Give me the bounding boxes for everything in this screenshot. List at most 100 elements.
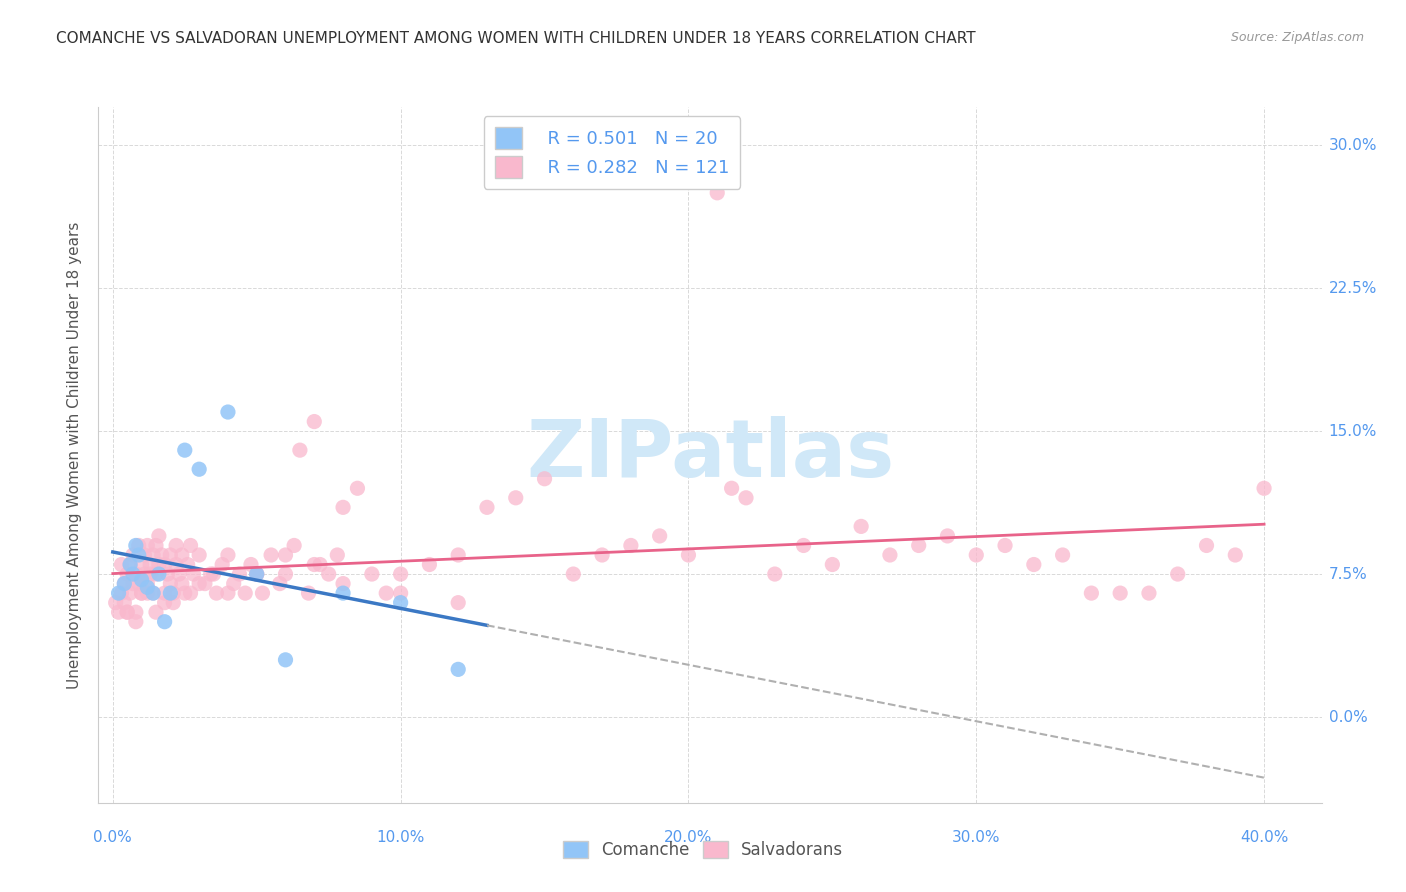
Text: 7.5%: 7.5%: [1329, 566, 1368, 582]
Point: [148, 558, 170, 572]
Point: [418, 558, 440, 572]
Point: [994, 539, 1017, 553]
Point: [332, 576, 354, 591]
Point: [375, 586, 398, 600]
Point: [389, 586, 412, 600]
Point: [1195, 539, 1218, 553]
Point: [110, 558, 132, 572]
Text: 0.0%: 0.0%: [93, 830, 132, 845]
Point: [239, 558, 262, 572]
Point: [112, 576, 135, 591]
Text: ZIPatlas: ZIPatlas: [526, 416, 894, 494]
Legend: Comanche, Salvadorans: Comanche, Salvadorans: [557, 834, 849, 866]
Text: 10.0%: 10.0%: [377, 830, 425, 845]
Point: [131, 573, 153, 587]
Point: [136, 586, 159, 600]
Point: [122, 548, 145, 562]
Text: 20.0%: 20.0%: [664, 830, 713, 845]
Point: [318, 567, 340, 582]
Point: [180, 586, 202, 600]
Point: [153, 596, 176, 610]
Point: [849, 519, 872, 533]
Point: [136, 539, 159, 553]
Point: [591, 548, 613, 562]
Point: [156, 567, 179, 582]
Point: [134, 548, 156, 562]
Point: [269, 576, 291, 591]
Point: [706, 186, 728, 200]
Text: 40.0%: 40.0%: [1240, 830, 1288, 845]
Y-axis label: Unemployment Among Women with Children Under 18 years: Unemployment Among Women with Children U…: [67, 221, 83, 689]
Point: [217, 586, 239, 600]
Point: [153, 586, 176, 600]
Point: [159, 576, 181, 591]
Point: [139, 567, 162, 582]
Legend:   R = 0.501   N = 20,   R = 0.282   N = 121: R = 0.501 N = 20, R = 0.282 N = 121: [484, 116, 741, 189]
Point: [115, 605, 138, 619]
Point: [170, 576, 193, 591]
Point: [274, 548, 297, 562]
Text: 30.0%: 30.0%: [1329, 137, 1376, 153]
Point: [936, 529, 959, 543]
Text: 22.5%: 22.5%: [1329, 281, 1376, 295]
Point: [167, 567, 190, 582]
Point: [107, 586, 129, 600]
Point: [128, 539, 150, 553]
Point: [176, 558, 198, 572]
Point: [288, 443, 311, 458]
Point: [304, 415, 326, 429]
Point: [252, 586, 274, 600]
Point: [107, 605, 129, 619]
Point: [131, 586, 153, 600]
Point: [211, 558, 233, 572]
Point: [720, 481, 742, 495]
Point: [260, 548, 283, 562]
Point: [533, 472, 555, 486]
Point: [217, 405, 239, 419]
Point: [389, 596, 412, 610]
Point: [188, 576, 211, 591]
Point: [1137, 586, 1160, 600]
Point: [735, 491, 758, 505]
Point: [222, 576, 245, 591]
Point: [150, 548, 173, 562]
Point: [475, 500, 498, 515]
Point: [112, 596, 135, 610]
Point: [125, 605, 148, 619]
Point: [183, 567, 205, 582]
Point: [162, 596, 184, 610]
Point: [1109, 586, 1132, 600]
Point: [159, 586, 181, 600]
Point: [246, 567, 269, 582]
Point: [233, 586, 256, 600]
Point: [112, 576, 135, 591]
Point: [965, 548, 987, 562]
Point: [142, 586, 165, 600]
Point: [110, 586, 132, 600]
Point: [125, 567, 148, 582]
Point: [246, 567, 269, 582]
Point: [145, 539, 167, 553]
Point: [389, 567, 412, 582]
Point: [793, 539, 815, 553]
Point: [131, 586, 153, 600]
Point: [145, 605, 167, 619]
Point: [104, 596, 127, 610]
Text: COMANCHE VS SALVADORAN UNEMPLOYMENT AMONG WOMEN WITH CHILDREN UNDER 18 YEARS COR: COMANCHE VS SALVADORAN UNEMPLOYMENT AMON…: [56, 31, 976, 46]
Point: [148, 529, 170, 543]
Point: [332, 586, 354, 600]
Point: [128, 548, 150, 562]
Text: 0.0%: 0.0%: [1329, 709, 1368, 724]
Point: [447, 662, 470, 676]
Point: [346, 481, 368, 495]
Point: [202, 567, 225, 582]
Point: [447, 596, 470, 610]
Point: [447, 548, 470, 562]
Point: [217, 548, 239, 562]
Point: [360, 567, 382, 582]
Point: [120, 558, 142, 572]
Point: [274, 567, 297, 582]
Point: [148, 567, 170, 582]
Point: [162, 586, 184, 600]
Point: [332, 500, 354, 515]
